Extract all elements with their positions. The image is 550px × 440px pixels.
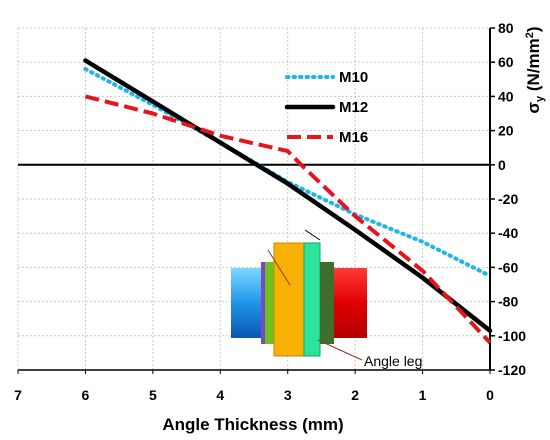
series-line-m12 — [83, 58, 493, 333]
y-tick-label: 40 — [498, 88, 514, 104]
legend-label-m16: M16 — [339, 129, 368, 146]
x-tick-label: 5 — [149, 387, 157, 403]
y-tick-label: 80 — [498, 20, 514, 36]
x-axis-label: Angle Thickness (mm) — [162, 415, 343, 434]
x-tick-label: 4 — [216, 387, 224, 403]
arrow-angle-leg — [317, 339, 363, 361]
legend-label-m12: M12 — [339, 99, 368, 116]
x-tick-label: 6 — [82, 387, 90, 403]
x-tick-label: 7 — [14, 387, 22, 403]
series-line-m10 — [83, 67, 492, 278]
x-tick-label: 0 — [486, 387, 494, 403]
x-tick-label: 1 — [419, 387, 427, 403]
joint-diagram: Angle leg — [231, 229, 422, 369]
x-tick-label: 3 — [284, 387, 292, 403]
y-tick-label: 60 — [498, 54, 514, 70]
y-tick-label: -40 — [498, 225, 518, 241]
ylabel-subscript: y — [534, 95, 546, 102]
y-axis-label: σy (N/mm2) — [524, 26, 546, 113]
series-lines — [83, 58, 493, 344]
annotation-angle-leg: Angle leg — [364, 353, 422, 369]
nut-dark — [320, 262, 334, 344]
y-tick-labels: 80 60 40 20 0 -20 -40 -60 -80 -100 -120 — [498, 20, 526, 378]
bolt-head-left — [231, 268, 264, 338]
y-tick-label: -120 — [498, 362, 526, 378]
series-line-m16 — [84, 94, 492, 344]
y-tick-label: -60 — [498, 259, 518, 275]
arrow-plate — [267, 249, 291, 286]
y-tick-label: -100 — [498, 328, 526, 344]
ylabel-superscript: 2 — [524, 32, 536, 38]
legend-label-m10: M10 — [339, 69, 368, 86]
arrow-top — [304, 229, 321, 241]
ylabel-symbol: σ — [524, 102, 543, 114]
y-tick-label: -80 — [498, 294, 518, 310]
legend: M10 M12 M16 — [284, 69, 368, 146]
nut-red — [334, 268, 367, 338]
ylabel-close: ) — [524, 26, 543, 32]
y-tick-label: 20 — [498, 123, 514, 139]
x-tick-labels: 7 6 5 4 3 2 1 0 — [14, 387, 494, 403]
ylabel-unit: (N/mm — [524, 38, 543, 96]
angle-leg-green — [303, 242, 321, 357]
y-tick-label: -20 — [498, 191, 518, 207]
y-tick-label: 0 — [498, 157, 506, 173]
plate-orange — [273, 242, 305, 357]
washer-left-green — [265, 262, 274, 344]
x-tick-label: 2 — [351, 387, 359, 403]
